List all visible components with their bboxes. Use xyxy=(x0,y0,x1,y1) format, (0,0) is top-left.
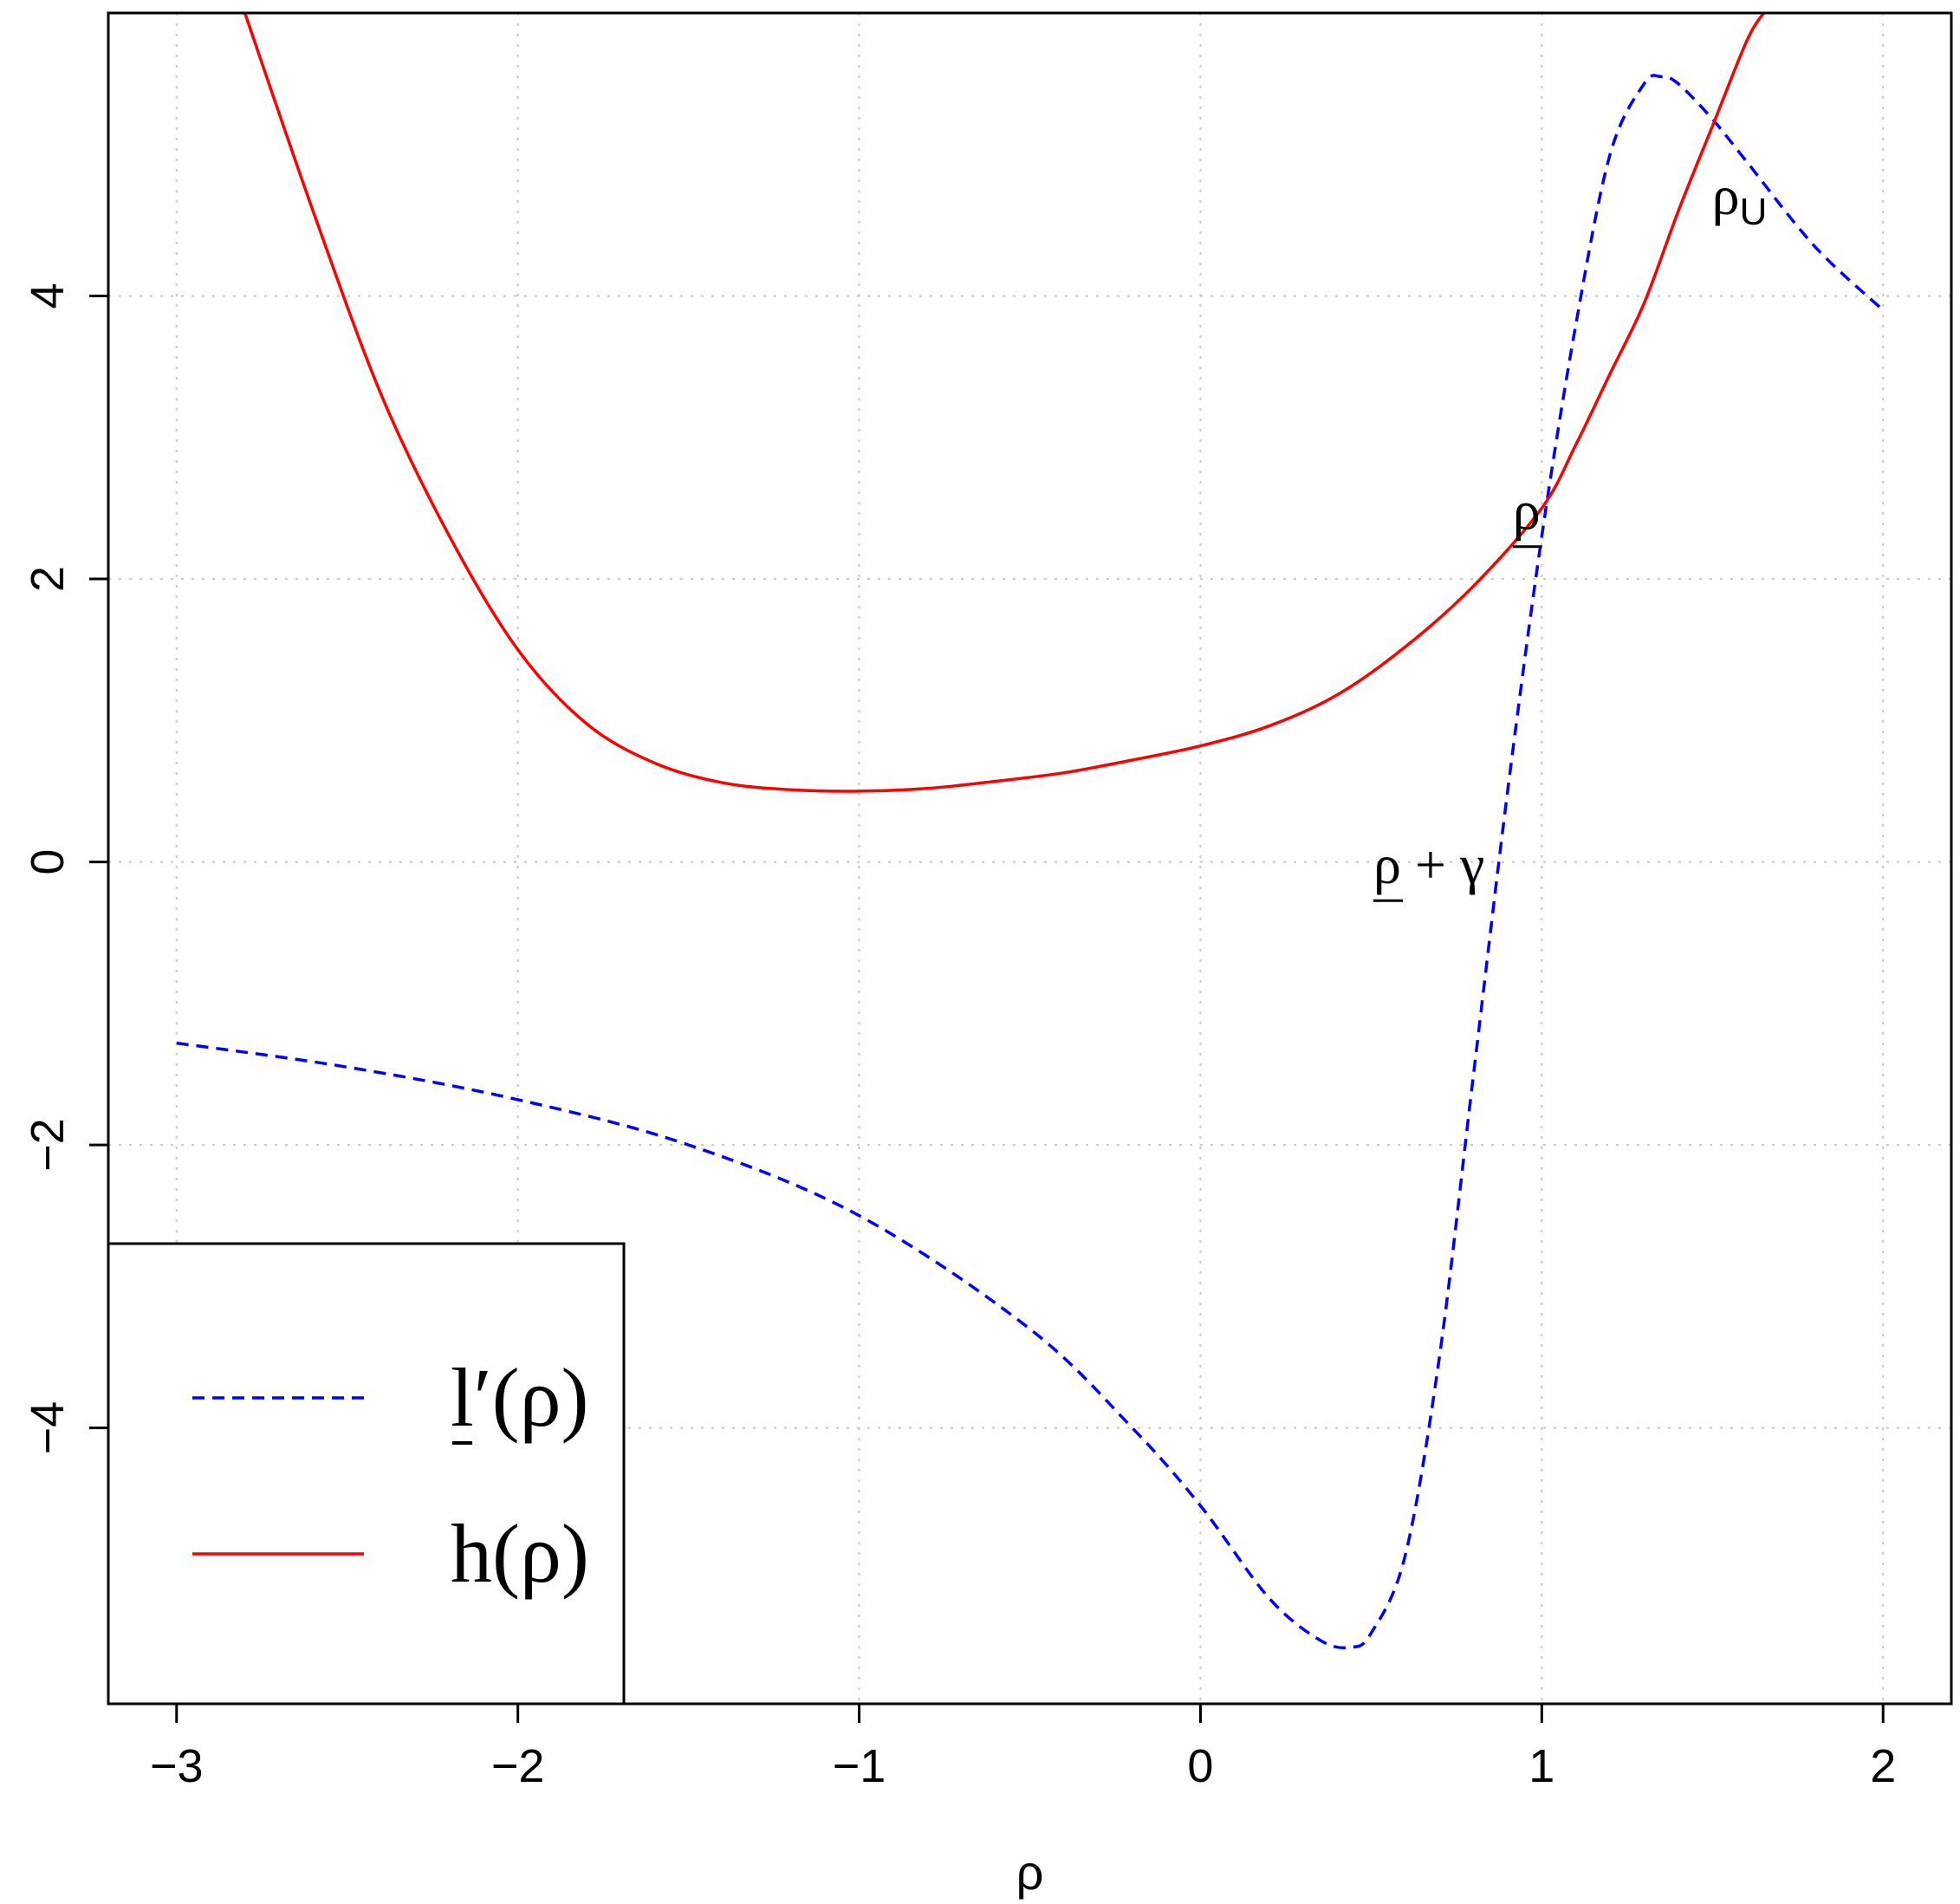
y-tick-label: 2 xyxy=(22,566,74,592)
legend-label-1: h(ρ) xyxy=(451,1507,589,1600)
x-axis-label: ρ xyxy=(1016,1845,1044,1900)
x-tick-label: 2 xyxy=(1870,1740,1896,1792)
y-tick-label: 0 xyxy=(22,849,74,875)
y-tick-label: 4 xyxy=(22,283,74,309)
x-tick-label: 1 xyxy=(1528,1740,1554,1792)
annotation-subscript: U xyxy=(1740,191,1768,233)
legend: l′(ρ) h(ρ) xyxy=(107,1242,626,1706)
legend-label-0: l′(ρ) xyxy=(451,1351,589,1444)
x-tick-label: −3 xyxy=(150,1740,204,1792)
x-tick-label: −1 xyxy=(833,1740,886,1792)
annotation-rho-u: ρU xyxy=(1712,165,1768,233)
axes: −3 −2 −1 0 1 2 −4 −2 0 2 4 xyxy=(22,11,1953,1792)
annotation-rho-lower: ρ xyxy=(1513,480,1541,542)
series-line-h xyxy=(243,13,1765,793)
series-layer xyxy=(176,13,1885,1650)
legend-box xyxy=(107,1242,626,1706)
y-tick-label: −4 xyxy=(22,1401,74,1455)
grid-lines xyxy=(108,13,1951,1704)
plot-frame xyxy=(107,11,1953,1706)
y-tick-label: −2 xyxy=(22,1118,74,1172)
series-line-l-prime xyxy=(176,74,1885,1650)
x-tick-label: 0 xyxy=(1187,1740,1213,1792)
annotation-rho-plus-gamma: ρ + γ xyxy=(1373,834,1484,895)
annotations: ρU ρ ρ + γ xyxy=(1373,165,1768,902)
x-tick-label: −2 xyxy=(491,1740,545,1792)
